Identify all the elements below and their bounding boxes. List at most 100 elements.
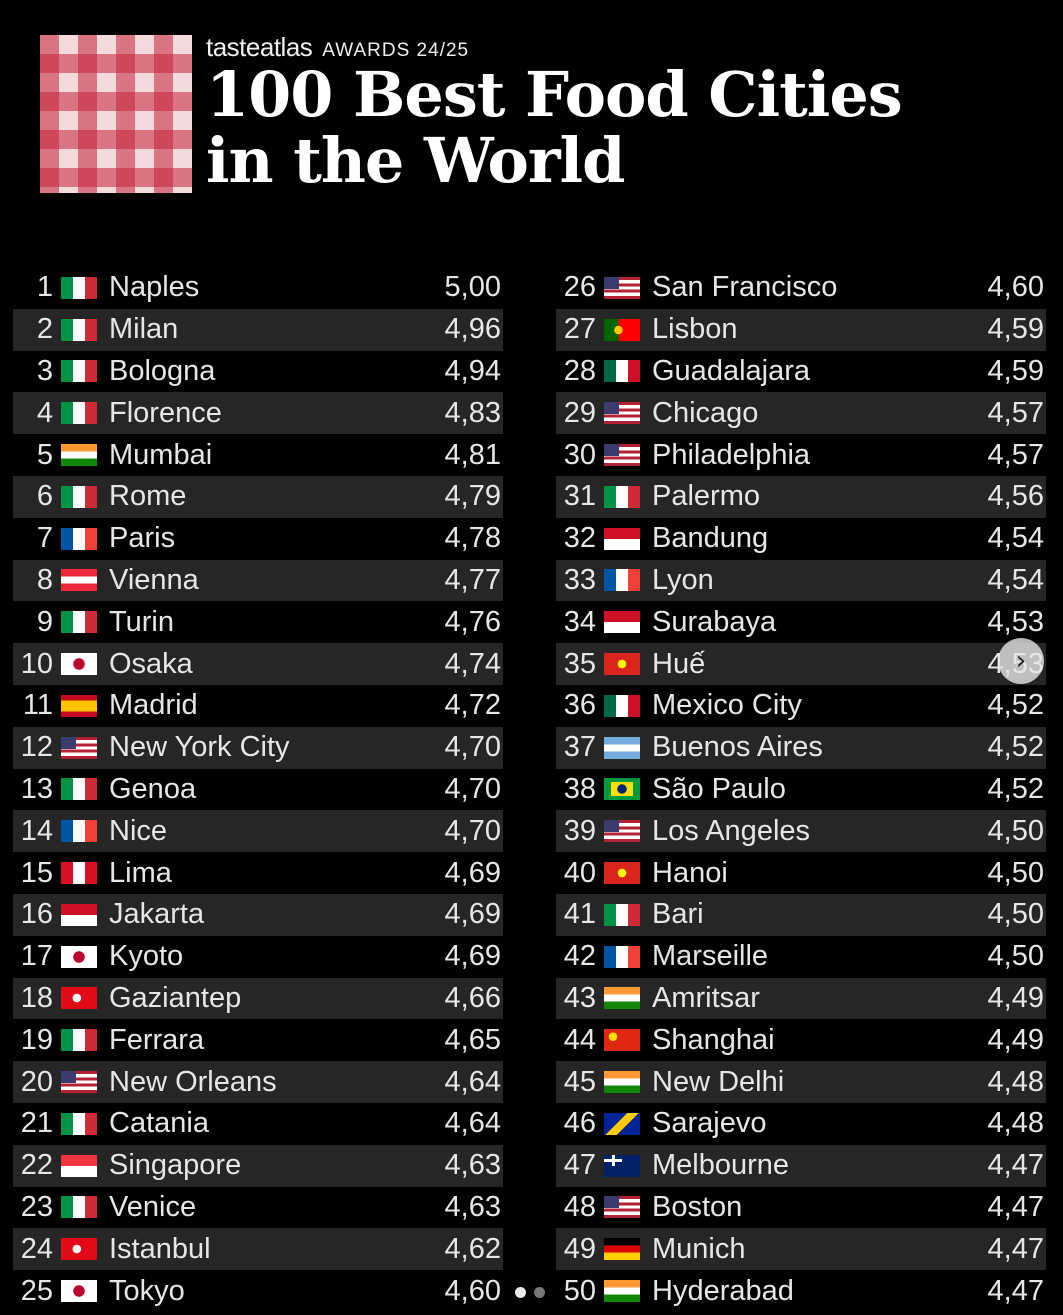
flag-au-icon (604, 1154, 640, 1177)
city-score: 4,76 (444, 605, 501, 638)
city-name: New Orleans (109, 1065, 277, 1098)
pagination-dot-2[interactable] (534, 1287, 545, 1298)
flag-it-icon (61, 360, 97, 383)
flag-jp-icon (61, 653, 97, 676)
city-score: 4,50 (987, 940, 1044, 973)
city-score: 4,64 (444, 1065, 501, 1098)
city-name: Jakarta (109, 898, 205, 931)
ranking-row: 50 Hyderabad 4,47 (556, 1270, 1046, 1312)
flag-us-icon (61, 736, 97, 759)
flag-fr-icon (604, 569, 640, 592)
rank-number: 23 (20, 1190, 53, 1223)
ranking-row: 42 Marseille 4,50 (556, 936, 1046, 978)
city-score: 4,72 (444, 689, 501, 722)
rank-number: 27 (563, 313, 596, 346)
ranking-row: 20 New Orleans 4,64 (13, 1061, 503, 1103)
rank-number: 12 (20, 731, 53, 764)
flag-fr-icon (604, 945, 640, 968)
city-name: Madrid (109, 689, 198, 722)
rank-number: 30 (563, 438, 596, 471)
rank-number: 8 (36, 563, 53, 596)
rank-number: 5 (36, 438, 53, 471)
flag-it-icon (61, 485, 97, 508)
city-name: Sarajevo (652, 1107, 767, 1140)
rank-number: 42 (563, 940, 596, 973)
city-name: Huế (652, 647, 706, 680)
city-score: 4,50 (987, 898, 1044, 931)
ranking-row: 45 New Delhi 4,48 (556, 1061, 1046, 1103)
ranking-row: 19 Ferrara 4,65 (13, 1019, 503, 1061)
city-name: Turin (109, 605, 174, 638)
city-score: 4,48 (987, 1065, 1044, 1098)
flag-us-icon (604, 444, 640, 467)
flag-it-icon (61, 318, 97, 341)
rank-number: 40 (563, 856, 596, 889)
flag-at-icon (61, 569, 97, 592)
city-score: 4,69 (444, 898, 501, 931)
rank-number: 13 (20, 772, 53, 805)
brand-header: tasteatlas AWARDS 24/25 (206, 32, 469, 64)
rankings-left-column: 1 Naples 5,00 2 Milan 4,96 3 Bologna 4,94 4 Floren… (13, 267, 503, 1312)
rank-number: 4 (36, 396, 53, 429)
rank-number: 3 (36, 354, 53, 387)
city-name: Marseille (652, 940, 769, 973)
city-score: 4,66 (444, 981, 501, 1014)
title-line-1: 100 Best Food Cities (206, 58, 903, 131)
ranking-row: 10 Osaka 4,74 (13, 643, 503, 685)
flag-ar-icon (604, 736, 640, 759)
flag-mx-icon (604, 360, 640, 383)
city-score: 4,70 (444, 814, 501, 847)
city-score: 4,64 (444, 1107, 501, 1140)
city-name: Mumbai (109, 438, 213, 471)
ranking-row: 29 Chicago 4,57 (556, 392, 1046, 435)
rank-number: 46 (563, 1107, 596, 1140)
city-score: 4,52 (987, 689, 1044, 722)
city-name: Bologna (109, 354, 216, 387)
flag-ba-icon (604, 1112, 640, 1135)
rank-number: 41 (563, 898, 596, 931)
flag-it-icon (604, 903, 640, 926)
ranking-row: 9 Turin 4,76 (13, 601, 503, 643)
city-name: Philadelphia (652, 438, 811, 471)
city-score: 4,50 (987, 856, 1044, 889)
rank-number: 29 (563, 396, 596, 429)
flag-it-icon (61, 1029, 97, 1052)
city-name: Chicago (652, 396, 759, 429)
city-name: Mexico City (652, 689, 802, 722)
ranking-row: 32 Bandung 4,54 (556, 518, 1046, 560)
city-name: Los Angeles (652, 814, 811, 847)
ranking-row: 1 Naples 5,00 (13, 267, 503, 309)
city-score: 4,83 (444, 396, 501, 429)
flag-cn-icon (604, 1029, 640, 1052)
city-name: Vienna (109, 563, 199, 596)
rank-number: 6 (36, 480, 53, 513)
flag-pt-icon (604, 318, 640, 341)
flag-id-icon (61, 903, 97, 926)
brand-name: tasteatlas (206, 32, 313, 62)
rank-number: 28 (563, 354, 596, 387)
rank-number: 47 (563, 1149, 596, 1182)
flag-us-icon (604, 276, 640, 299)
flag-in-icon (604, 987, 640, 1010)
city-score: 4,60 (987, 271, 1044, 304)
city-score: 4,53 (987, 605, 1044, 638)
pagination-dot-1[interactable] (515, 1287, 526, 1298)
ranking-row: 44 Shanghai 4,49 (556, 1019, 1046, 1061)
city-score: 4,49 (987, 981, 1044, 1014)
ranking-row: 28 Guadalajara 4,59 (556, 351, 1046, 393)
rank-number: 37 (563, 731, 596, 764)
city-name: Rome (109, 480, 187, 513)
rank-number: 20 (20, 1065, 53, 1098)
flag-us-icon (61, 1071, 97, 1094)
flag-id-icon (604, 527, 640, 550)
city-score: 4,69 (444, 940, 501, 973)
rank-number: 39 (563, 814, 596, 847)
city-score: 4,70 (444, 731, 501, 764)
rank-number: 17 (20, 940, 53, 973)
flag-it-icon (61, 276, 97, 299)
city-score: 4,48 (987, 1107, 1044, 1140)
city-score: 4,77 (444, 563, 501, 596)
carousel-next-button[interactable]: › (998, 638, 1044, 684)
city-score: 4,47 (987, 1190, 1044, 1223)
city-score: 4,47 (987, 1232, 1044, 1265)
